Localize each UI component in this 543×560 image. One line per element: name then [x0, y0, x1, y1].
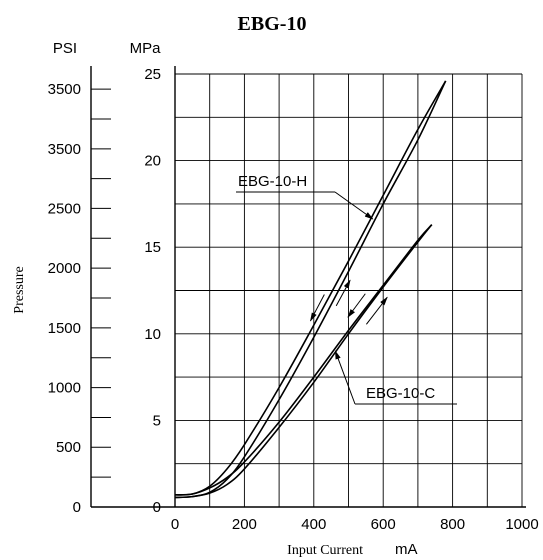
psi-tick-label: 3500: [48, 81, 81, 98]
series-h-increasing-arrow: [335, 279, 351, 307]
mpa-tick-label: 0: [153, 499, 161, 516]
series-h-increasing-line: [174, 80, 447, 496]
mpa-tick-label: 10: [144, 326, 161, 343]
psi-tick-label: 3500: [48, 141, 81, 158]
series-c-increasing-line: [174, 224, 433, 496]
x-tick-label: 0: [171, 516, 179, 533]
x-axis-unit: mA: [395, 541, 418, 558]
series-h-decreasing-line: [174, 80, 447, 499]
mpa-tick-label: 5: [153, 412, 161, 429]
y-axis-label: Pressure: [12, 266, 27, 313]
x-tick-label: 400: [301, 516, 326, 533]
series-h-label: EBG-10-H: [238, 173, 307, 190]
series-c-leader: [334, 350, 356, 405]
series-c-decreasing-line: [174, 224, 433, 499]
psi-tick-label: 1500: [48, 320, 81, 337]
chart-title: EBG-10: [238, 13, 307, 35]
psi-tick-label: 1000: [48, 380, 81, 397]
psi-tick-label: 2500: [48, 200, 81, 217]
series-h-decreasing-arrow: [310, 294, 325, 322]
x-tick-label: 1000: [505, 516, 538, 533]
mpa-tick-label: 20: [144, 153, 161, 170]
x-tick-label: 600: [371, 516, 396, 533]
mpa-unit-label: MPa: [130, 40, 162, 57]
psi-tick-label: 500: [56, 439, 81, 456]
psi-unit-label: PSI: [53, 40, 77, 57]
x-axis-label: Input Current: [287, 543, 363, 558]
x-tick-label: 800: [440, 516, 465, 533]
series-c-increasing-arrow: [365, 296, 388, 325]
mpa-tick-label: 15: [144, 239, 161, 256]
mpa-tick-label: 25: [144, 66, 161, 83]
series-c-label: EBG-10-C: [366, 385, 435, 402]
psi-tick-label: 2000: [48, 260, 81, 277]
series-c-decreasing-arrow: [347, 293, 366, 318]
psi-tick-label: 0: [73, 499, 81, 516]
x-tick-label: 200: [232, 516, 257, 533]
series-h-leader: [334, 191, 374, 220]
